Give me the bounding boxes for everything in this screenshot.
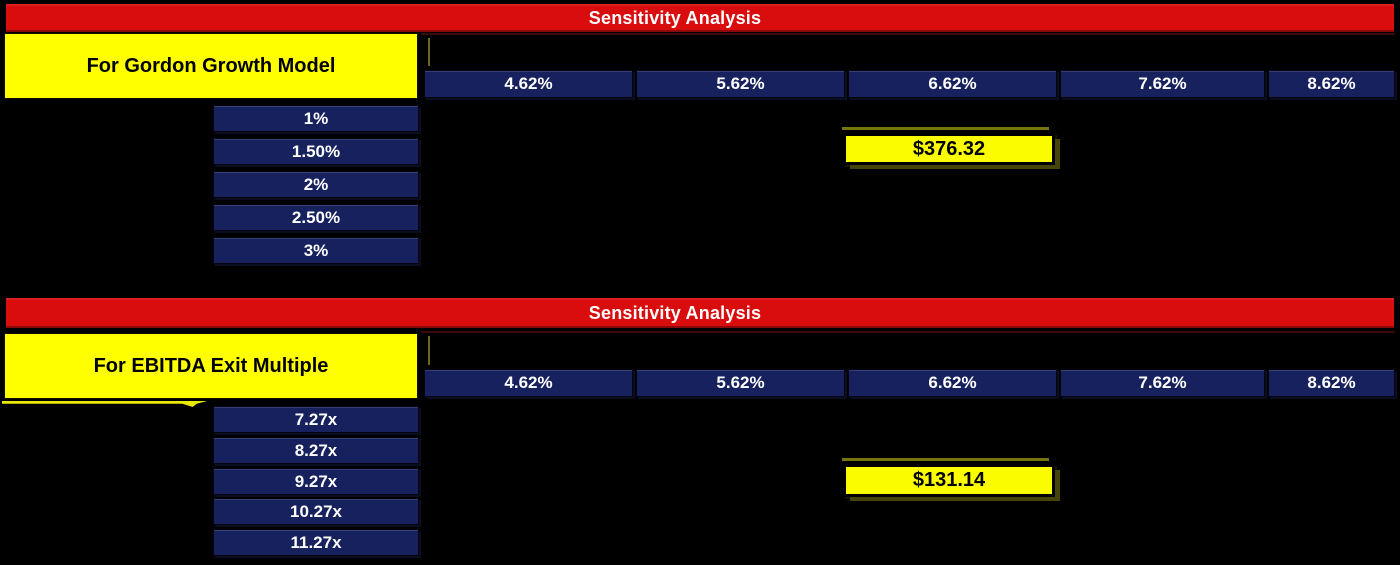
row-header-cell[interactable]: 10.27x: [213, 498, 419, 525]
section-header-bar: Sensitivity Analysis: [6, 298, 1394, 328]
col-header-cell[interactable]: 4.62%: [424, 70, 633, 98]
row-header-cell[interactable]: 2.50%: [213, 204, 419, 231]
cell-border-artifact: [428, 38, 430, 66]
col-header-cell[interactable]: 5.62%: [636, 70, 845, 98]
col-header-cell[interactable]: 5.62%: [636, 369, 845, 397]
model-label: For Gordon Growth Model: [86, 54, 336, 77]
header-spacer-cell: [421, 331, 1395, 369]
row-header-cell[interactable]: 3%: [213, 237, 419, 264]
highlighted-value: $131.14: [912, 469, 986, 491]
highlighted-value-cell[interactable]: $376.32: [842, 127, 1055, 165]
model-label: For EBITDA Exit Multiple: [93, 354, 329, 377]
col-header-cell[interactable]: 6.62%: [848, 70, 1057, 98]
model-label-cell[interactable]: For EBITDA Exit Multiple: [4, 333, 418, 399]
label-shadow-artifact: [2, 401, 207, 407]
row-header-cell[interactable]: 2%: [213, 171, 419, 198]
row-header-cell[interactable]: 1%: [213, 105, 419, 132]
highlighted-value-cell[interactable]: $131.14: [842, 458, 1055, 497]
row-header-cell[interactable]: 11.27x: [213, 529, 419, 556]
section-header-bar: Sensitivity Analysis: [6, 4, 1394, 32]
col-header-cell[interactable]: 8.62%: [1268, 369, 1395, 397]
row-header-cell[interactable]: 7.27x: [213, 406, 419, 433]
col-header-cell[interactable]: 8.62%: [1268, 70, 1395, 98]
highlighted-value: $376.32: [912, 137, 986, 160]
col-header-cell[interactable]: 7.62%: [1060, 369, 1265, 397]
col-header-cell[interactable]: 7.62%: [1060, 70, 1265, 98]
row-header-cell[interactable]: 1.50%: [213, 138, 419, 165]
row-header-cell[interactable]: 9.27x: [213, 468, 419, 495]
cell-border-artifact: [428, 336, 430, 365]
col-header-cell[interactable]: 6.62%: [848, 369, 1057, 397]
gordon-growth-section: Sensitivity Analysis For Gordon Growth M…: [4, 4, 1395, 264]
ebitda-exit-multiple-section: Sensitivity Analysis For EBITDA Exit Mul…: [0, 295, 1400, 565]
model-label-cell[interactable]: For Gordon Growth Model: [4, 33, 418, 99]
header-spacer-cell: [421, 33, 1395, 70]
section-title: Sensitivity Analysis: [588, 302, 762, 323]
row-header-cell[interactable]: 8.27x: [213, 437, 419, 464]
section-title: Sensitivity Analysis: [588, 7, 762, 28]
col-header-cell[interactable]: 4.62%: [424, 369, 633, 397]
